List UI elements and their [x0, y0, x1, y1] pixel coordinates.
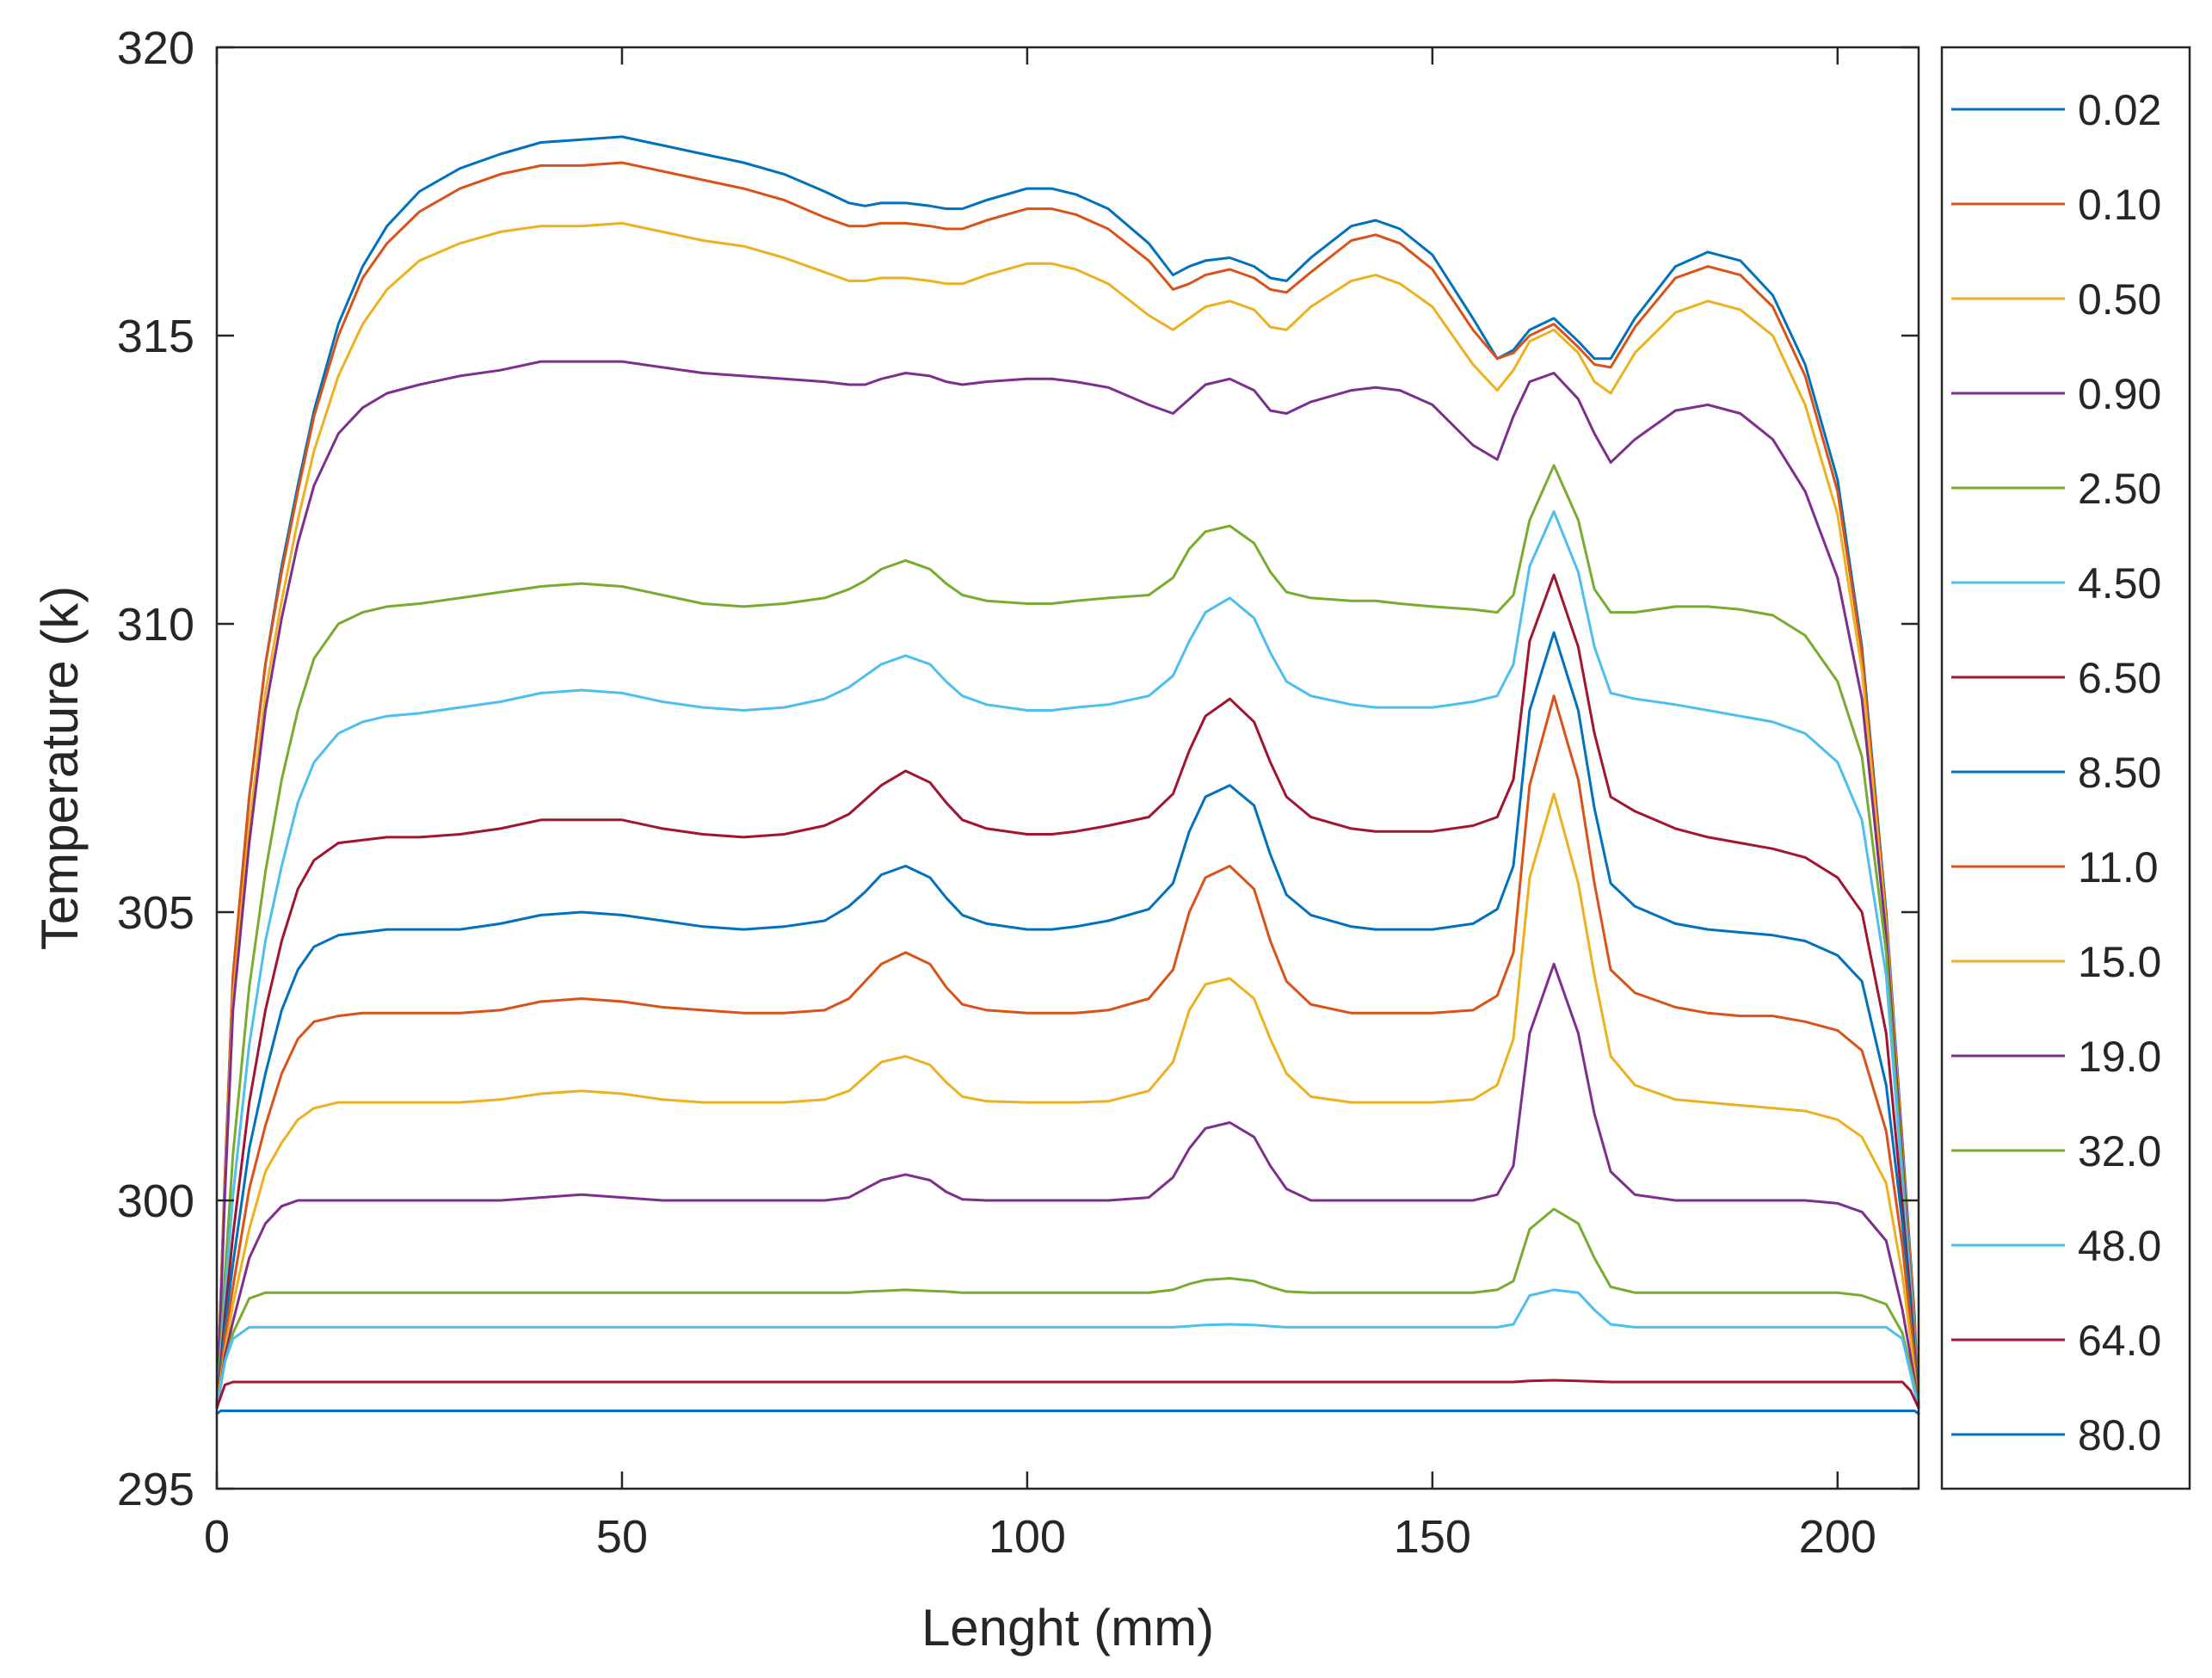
x-tick-label: 0: [204, 1511, 230, 1563]
y-tick-label: 295: [117, 1464, 194, 1515]
legend-label: 64.0: [2078, 1317, 2161, 1365]
y-tick-label: 305: [117, 887, 194, 939]
x-tick-label: 150: [1394, 1511, 1471, 1563]
series-line-11.0: [215, 694, 1920, 1410]
legend-label: 11.0: [2078, 843, 2159, 891]
legend-label: 32.0: [2078, 1127, 2161, 1175]
y-tick-label: 310: [117, 599, 194, 651]
legend-label: 0.50: [2078, 275, 2161, 324]
series-line-8.50: [215, 631, 1920, 1410]
x-tick-label: 100: [989, 1511, 1066, 1563]
series-line-80.0: [215, 1410, 1920, 1416]
y-tick-label: 320: [117, 22, 194, 74]
series-line-19.0: [215, 962, 1920, 1410]
legend-label: 6.50: [2078, 654, 2161, 702]
series-line-32.0: [215, 1207, 1920, 1410]
legend-label: 80.0: [2078, 1411, 2161, 1459]
series-line-6.50: [215, 573, 1920, 1410]
legend-label: 48.0: [2078, 1222, 2161, 1270]
series-line-64.0: [215, 1379, 1920, 1410]
legend-label: 0.02: [2078, 86, 2161, 134]
y-tick-label: 315: [117, 311, 194, 362]
legend-label: 2.50: [2078, 465, 2161, 513]
legend-label: 0.10: [2078, 181, 2161, 229]
series-line-0.50: [215, 221, 1920, 1410]
axes-box: [215, 46, 1920, 1490]
legend-label: 0.90: [2078, 370, 2161, 418]
plot-background: [217, 47, 1919, 1489]
legend-box: [1940, 46, 2191, 1490]
series-line-48.0: [215, 1288, 1920, 1410]
y-axis-title: Temperature (k): [31, 586, 89, 950]
legend-label: 15.0: [2078, 938, 2161, 986]
series-line-0.10: [215, 161, 1920, 1410]
series-line-15.0: [215, 793, 1920, 1410]
x-tick-label: 50: [596, 1511, 648, 1563]
series-line-0.90: [215, 360, 1920, 1410]
y-tick-label: 300: [117, 1175, 194, 1227]
legend-label: 8.50: [2078, 749, 2161, 797]
plot-area: [217, 47, 1919, 1489]
series-line-2.50: [215, 464, 1920, 1410]
series-line-0.02: [215, 135, 1920, 1410]
series-layer: [215, 135, 1920, 1416]
legend-label: 4.50: [2078, 559, 2161, 608]
axes: 0 50 100 150 200 295 300 305 310 315 320: [117, 22, 1920, 1563]
legend-label: 19.0: [2078, 1033, 2161, 1081]
x-tick-label: 200: [1799, 1511, 1876, 1563]
x-axis-title: Lenght (mm): [921, 1599, 1214, 1656]
series-line-4.50: [215, 509, 1920, 1410]
legend: 0.02 0.10 0.50 0.90 2.50 4.50 6.50 8.50 11.0 15.0…: [1940, 46, 2191, 1490]
